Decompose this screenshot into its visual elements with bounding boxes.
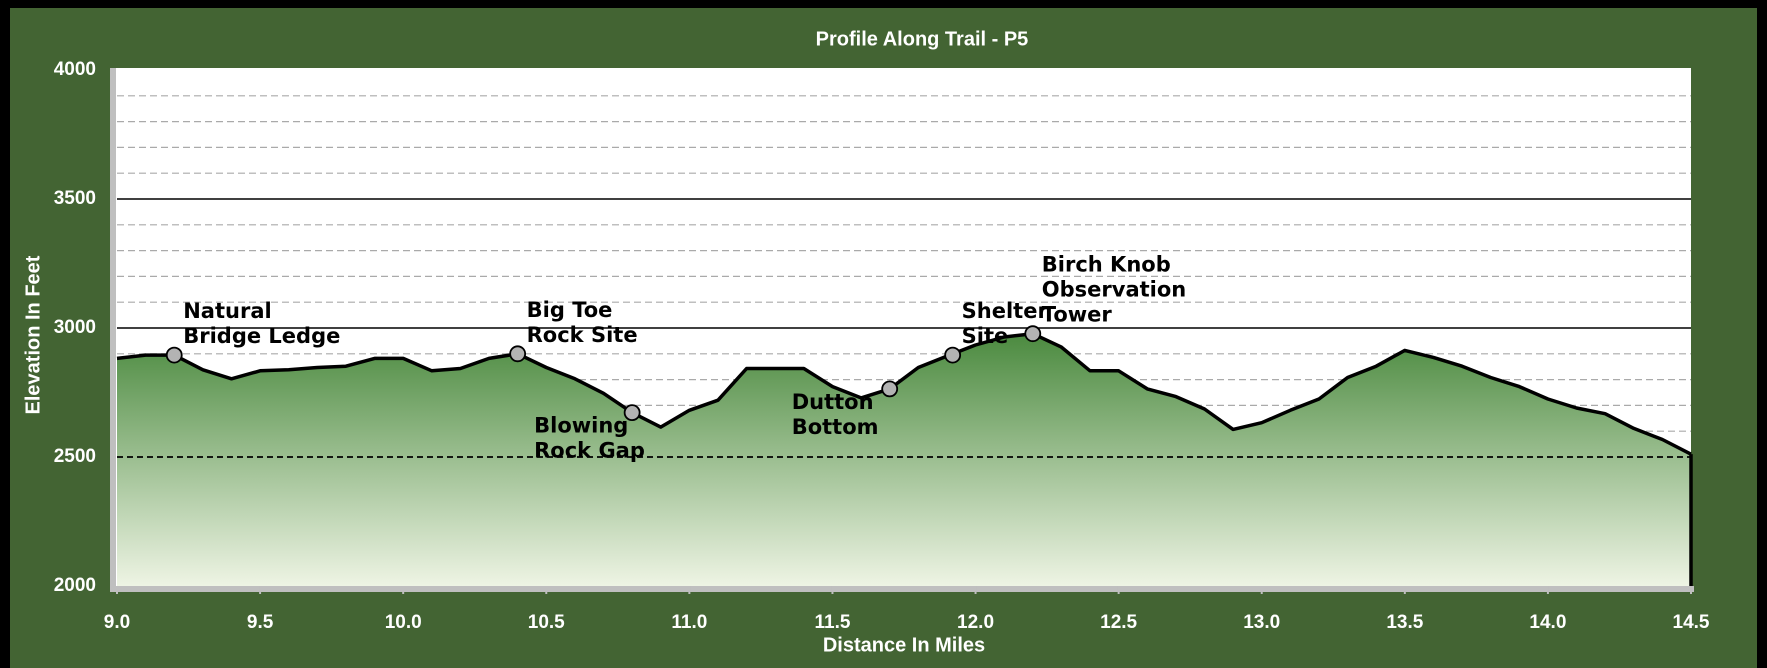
x-tick-label: 10.5 (528, 612, 565, 633)
waypoint-label: Birch Knob (1042, 253, 1171, 277)
chart-title: Profile Along Trail - P5 (816, 28, 1029, 50)
waypoint-marker (165, 346, 183, 364)
y-axis (110, 68, 116, 592)
waypoint-label: Bottom (792, 415, 879, 439)
x-tick-label: 13.5 (1386, 612, 1423, 633)
y-axis-label: Elevation In Feet (22, 255, 44, 414)
x-tick-label: 14.0 (1529, 612, 1566, 633)
waypoint-label: Big Toe (527, 298, 613, 322)
x-tick-label: 10.0 (385, 612, 422, 633)
waypoint-label: Blowing (534, 414, 628, 438)
waypoint-marker (509, 345, 527, 363)
x-tick-label: 9.5 (247, 612, 274, 633)
x-tick-label: 14.5 (1673, 612, 1710, 633)
x-tick-label: 11.0 (671, 612, 707, 633)
waypoint-label: Bridge Ledge (183, 324, 340, 348)
x-axis-label: Distance In Miles (823, 634, 985, 656)
x-tick-label: 12.0 (957, 612, 994, 633)
y-tick-label: 3000 (54, 317, 96, 338)
waypoint-label: Dutton (792, 390, 874, 414)
waypoint-marker (881, 380, 899, 398)
waypoint-marker (944, 346, 962, 364)
y-tick-label: 2000 (54, 575, 96, 596)
waypoint-label: Rock Gap (534, 439, 645, 463)
x-tick-label: 13.0 (1243, 612, 1280, 633)
waypoint-label: Site (962, 324, 1009, 348)
waypoint-label: Natural (183, 299, 271, 323)
waypoint-label: Tower (1042, 303, 1113, 327)
waypoint-label: Rock Site (527, 323, 638, 347)
x-tick-label: 12.5 (1100, 612, 1137, 633)
waypoint-label: Shelter (962, 299, 1049, 323)
x-tick-label: 11.5 (814, 612, 850, 633)
waypoint-label: Observation (1042, 278, 1186, 302)
elevation-area (117, 333, 1691, 586)
elevation-line (116, 331, 1692, 456)
waypoint-marker (623, 404, 641, 422)
x-axis (110, 586, 1694, 592)
y-tick-label: 3500 (54, 188, 96, 209)
y-tick-label: 2500 (54, 446, 96, 467)
y-tick-label: 4000 (54, 59, 96, 80)
x-tick-label: 9.0 (104, 612, 130, 633)
waypoint-marker (1024, 325, 1042, 343)
